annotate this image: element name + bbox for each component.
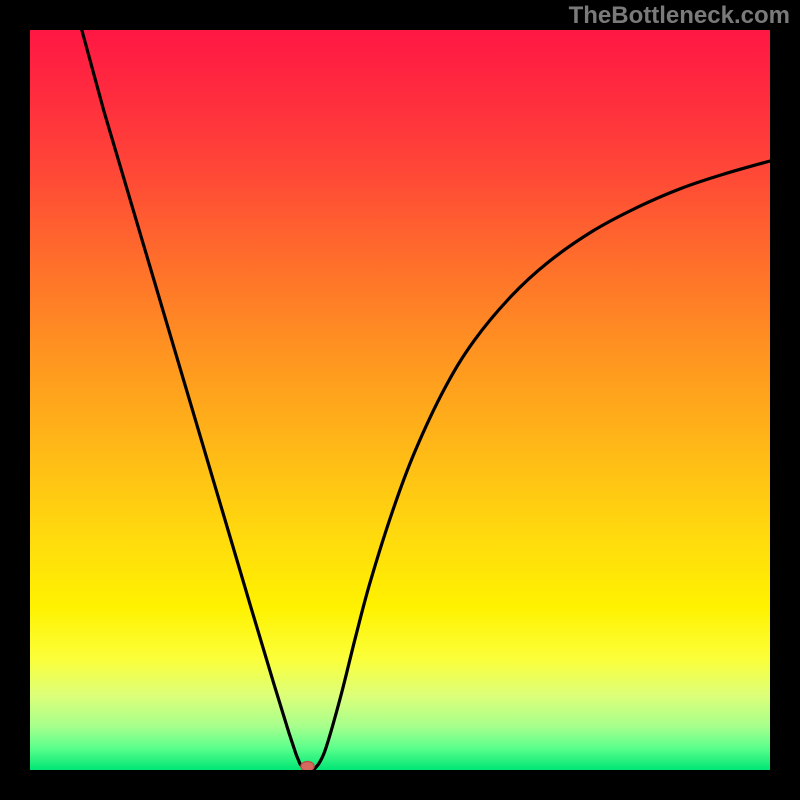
chart-container: TheBottleneck.com [0, 0, 800, 800]
watermark-text: TheBottleneck.com [569, 2, 790, 30]
optimal-point-marker [301, 761, 314, 771]
bottleneck-chart [0, 0, 800, 800]
gradient-plot-area [30, 30, 770, 770]
